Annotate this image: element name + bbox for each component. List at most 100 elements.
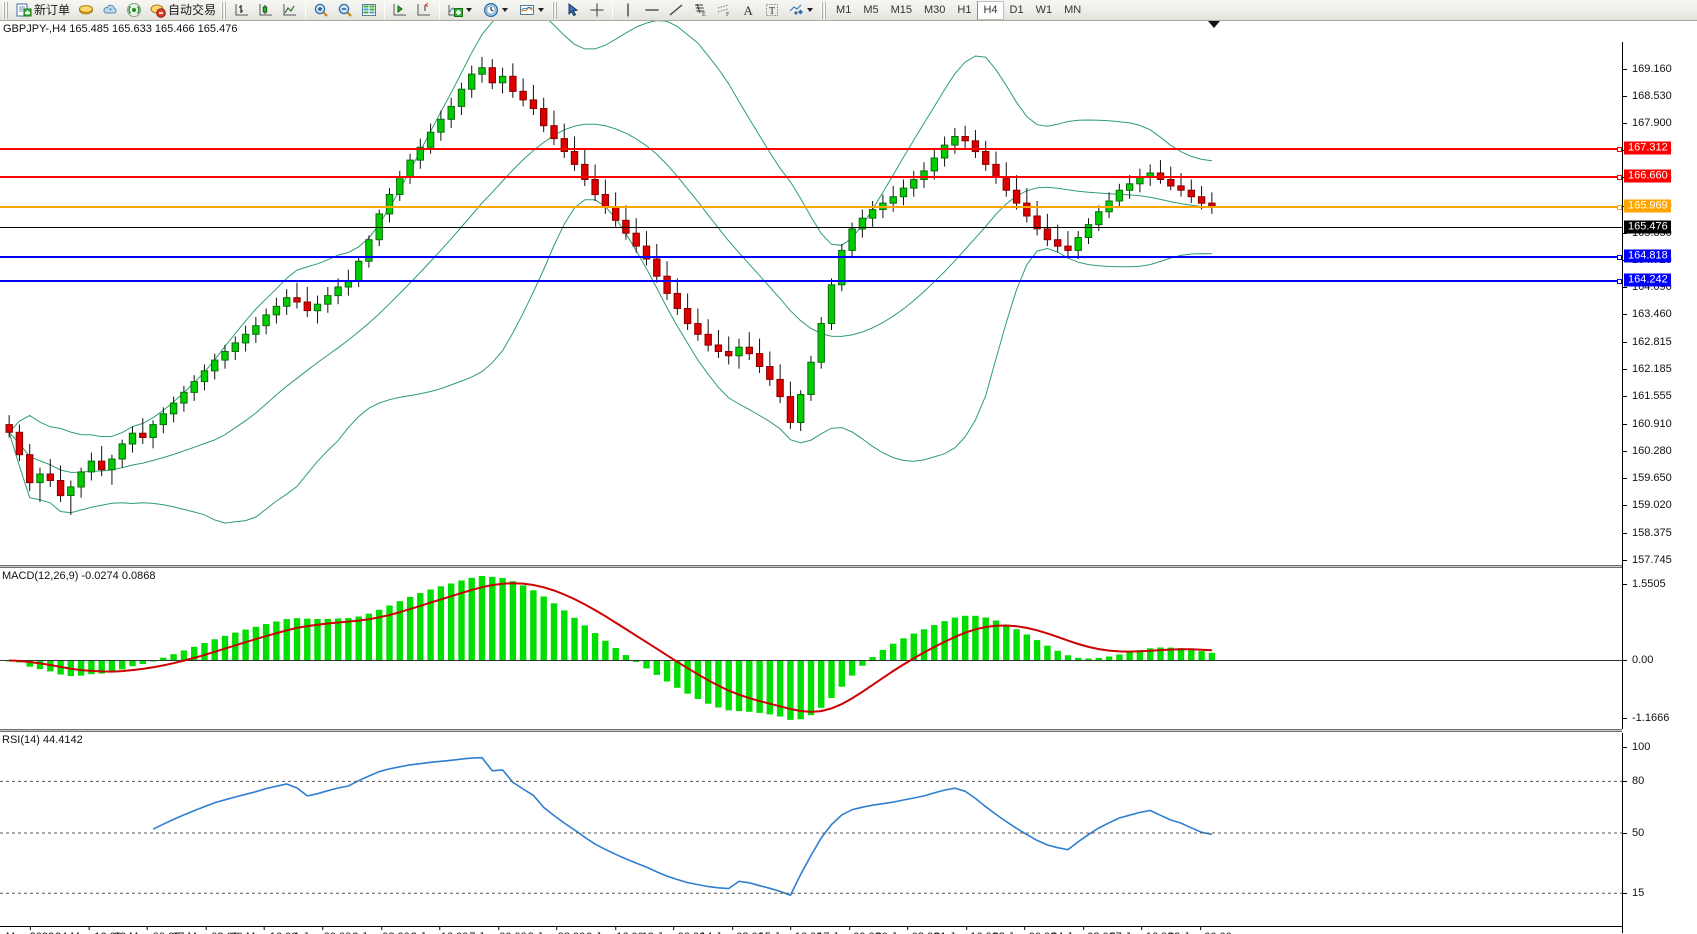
templates-button[interactable] [515, 1, 551, 20]
price-tick: 168.530 [1623, 90, 1672, 102]
line-chart-button[interactable] [278, 1, 302, 20]
price-tag-164-242: 164.242 [1624, 273, 1671, 287]
price-line-handle[interactable] [1617, 175, 1622, 181]
macd-label: MACD(12,26,9) -0.0274 0.0868 [2, 570, 156, 582]
text-button[interactable]: A [736, 1, 760, 20]
price-line-166-660[interactable] [0, 175, 1622, 181]
toolbar-grip-3[interactable] [552, 1, 559, 19]
cursor-tool-button[interactable] [561, 1, 585, 20]
macd-tick: 1.5505 [1623, 578, 1666, 590]
candlestick-chart-button[interactable] [254, 1, 278, 20]
line-chart-icon [283, 4, 297, 16]
clock-icon [484, 2, 499, 18]
svg-text:A: A [744, 3, 754, 18]
rsi-tick: 100 [1623, 741, 1650, 753]
fibonacci-button[interactable]: E [688, 1, 712, 20]
crosshair-tool-button[interactable] [585, 1, 609, 20]
cursor-icon [568, 2, 579, 17]
chart-shift-marker[interactable] [1208, 21, 1220, 28]
price-line-164-818[interactable] [0, 254, 1622, 260]
expert-advisor-button[interactable] [74, 1, 98, 20]
new-order-icon [16, 3, 32, 17]
price-line-165-969[interactable] [0, 205, 1622, 211]
timeframe-h4[interactable]: H4 [977, 0, 1004, 20]
rsi-pane[interactable] [0, 733, 1622, 928]
timeframe-m15[interactable]: M15 [890, 4, 912, 16]
period-button[interactable] [479, 1, 515, 20]
timeframe-h1[interactable]: H1 [957, 4, 972, 16]
time-tick: 8 Jun 08:00 [528, 926, 585, 934]
signals-button[interactable] [122, 1, 146, 20]
price-line-handle[interactable] [1617, 205, 1622, 211]
bar-chart-icon [235, 4, 249, 16]
time-axis[interactable]: May 202224 May 16:0026 May 00:0027 May 0… [0, 926, 1622, 934]
templates-dropdown-caret[interactable] [538, 8, 545, 12]
text-label-icon: T [766, 4, 779, 17]
zoom-out-button[interactable] [333, 1, 357, 20]
timeframe-m30[interactable]: M30 [924, 4, 946, 16]
macd-pane-divider[interactable] [0, 565, 1622, 568]
expert-advisor-icon [79, 5, 94, 15]
price-candles-svg [5, 5, 1216, 524]
svg-text:T: T [769, 6, 775, 17]
rsi-pane-divider[interactable] [0, 729, 1622, 732]
period-dropdown-caret[interactable] [502, 8, 509, 12]
trendline-button[interactable] [664, 1, 688, 20]
toolbar-grip-1[interactable] [3, 1, 9, 19]
time-tick: 27 Jun 16:00 [1110, 926, 1173, 934]
chart-window[interactable]: GBPJPY-,H4 165.485 165.633 165.466 165.4… [0, 5, 1697, 934]
price-pane[interactable] [0, 5, 1622, 561]
timeframe-mn[interactable]: MN [1064, 4, 1082, 16]
timeframe-m5[interactable]: M5 [863, 4, 879, 16]
time-tick: 30 May 16:00 [231, 926, 297, 934]
timeframe-d1[interactable]: D1 [1009, 4, 1024, 16]
objects-dropdown-caret[interactable] [807, 8, 814, 12]
time-tick: 13 Jun 00:00 [642, 926, 705, 934]
fibonacci-icon: E [695, 3, 706, 18]
timeframe-m1[interactable]: M1 [836, 4, 852, 16]
vertical-line-button[interactable] [616, 1, 640, 20]
zoom-out-icon [338, 3, 352, 17]
price-axis[interactable]: 167.312 166.660 165.969 165.476 164.818 164.2… [1622, 42, 1697, 568]
cloud-icon [103, 4, 117, 14]
toolbar-grip-4[interactable] [821, 1, 828, 19]
price-tick: 159.020 [1623, 499, 1672, 511]
macd-pane[interactable] [0, 568, 1622, 728]
macd-axis[interactable]: 1.5505 0.00 -1.1666 [1622, 568, 1697, 729]
price-line-handle[interactable] [1617, 147, 1622, 153]
rsi-tick: 50 [1623, 827, 1644, 839]
text-label-button[interactable]: T [760, 1, 784, 20]
auto-scroll-button[interactable] [412, 1, 436, 20]
auto-trading-button[interactable]: 自动交易 [146, 1, 220, 20]
price-tick: 160.280 [1623, 445, 1672, 457]
auto-trading-icon [150, 4, 166, 18]
price-tick: 162.815 [1623, 336, 1672, 348]
toolbar-grip-2[interactable] [221, 1, 228, 19]
horizontal-line-button[interactable] [640, 1, 664, 20]
bar-chart-button[interactable] [230, 1, 254, 20]
price-line-handle[interactable] [1617, 254, 1622, 260]
timeframe-w1[interactable]: W1 [1035, 4, 1053, 16]
horizontal-line-icon [645, 9, 659, 11]
indicators-button[interactable] [443, 1, 479, 20]
trendline-icon [669, 4, 683, 16]
mql-cloud-button[interactable] [98, 1, 122, 20]
price-line-handle[interactable] [1617, 279, 1622, 285]
price-line-165-476[interactable] [0, 227, 1622, 229]
price-tick: 160.910 [1623, 418, 1672, 430]
objects-list-button[interactable] [784, 1, 820, 20]
price-line-164-242[interactable] [0, 279, 1622, 285]
time-tick: 23 Jun 00:00 [993, 926, 1056, 934]
zoom-in-button[interactable] [309, 1, 333, 20]
time-tick: 29 Jun 00:00 [1168, 926, 1232, 934]
data-window-button[interactable] [357, 1, 381, 20]
indicators-dropdown-caret[interactable] [466, 8, 473, 12]
chart-shift-button[interactable] [388, 1, 412, 20]
price-line-167-312[interactable] [0, 147, 1622, 153]
price-tag-164-818: 164.818 [1624, 249, 1671, 263]
price-tick: 159.650 [1623, 472, 1672, 484]
equidistant-channel-button[interactable]: F [712, 1, 736, 20]
equidistant-channel-icon: F [717, 4, 730, 18]
rsi-axis[interactable]: 100 80 50 15 [1622, 733, 1697, 933]
new-order-button[interactable]: 新订单 [12, 1, 74, 20]
